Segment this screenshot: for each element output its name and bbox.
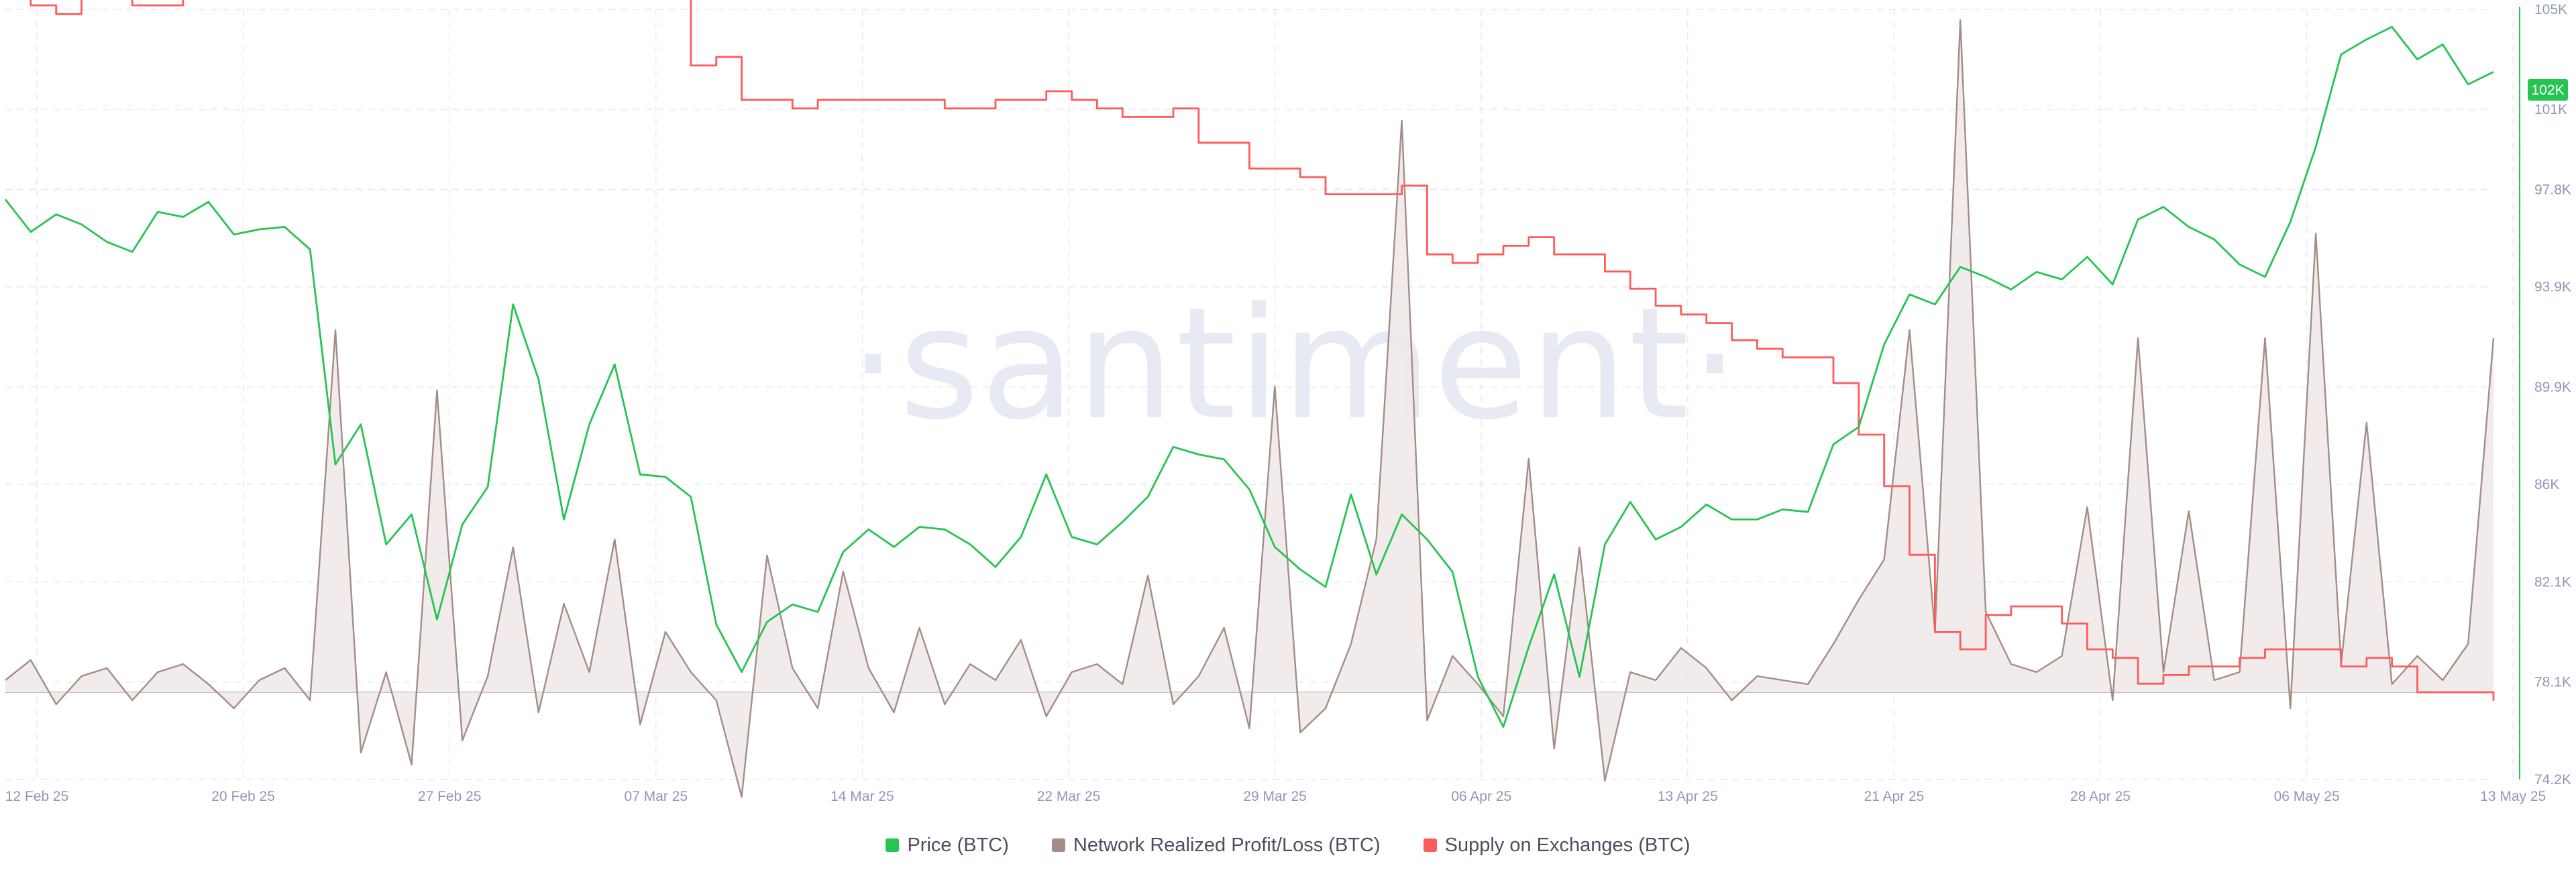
legend-swatch-network-realized-profit-loss xyxy=(1051,838,1065,852)
x-tick-label: 27 Feb 25 xyxy=(418,789,482,804)
x-tick-label: 07 Mar 25 xyxy=(625,789,688,804)
x-tick-label: 20 Feb 25 xyxy=(211,789,275,804)
y-tick-label: 82.1K xyxy=(2534,575,2571,590)
y-tick-label: 78.1K xyxy=(2534,675,2571,690)
x-tick-label: 28 Apr 25 xyxy=(2070,789,2131,804)
legend: Price (BTC) Network Realized Profit/Loss… xyxy=(0,830,2576,860)
x-tick-label: 06 May 25 xyxy=(2274,789,2340,804)
y-axis-ticks: 74.2K 78.1K 82.1K 86K 89.9K 93.9K 97.8K 101K 105… xyxy=(2534,2,2571,787)
series-line-network-realized-profit-loss xyxy=(5,19,2495,798)
legend-swatch-supply-on-exchanges xyxy=(1423,838,1437,852)
legend-item-supply-on-exchanges[interactable]: Supply on Exchanges (BTC) xyxy=(1423,834,1690,857)
x-tick-label: 21 Apr 25 xyxy=(1864,789,1924,804)
legend-item-network-realized-profit-loss[interactable]: Network Realized Profit/Loss (BTC) xyxy=(1051,834,1381,857)
y-tick-label: 74.2K xyxy=(2534,772,2571,787)
x-tick-label: 06 Apr 25 xyxy=(1451,789,1511,804)
x-tick-label: 29 Mar 25 xyxy=(1243,789,1307,804)
x-tick-label: 13 Apr 25 xyxy=(1658,789,1718,804)
y-tick-label: 93.9K xyxy=(2534,280,2571,295)
legend-label-supply-on-exchanges: Supply on Exchanges (BTC) xyxy=(1444,834,1690,856)
x-tick-label: 13 May 25 xyxy=(2480,789,2546,804)
y-tick-label: 86K xyxy=(2534,477,2559,492)
watermark: ·santiment· xyxy=(849,275,1741,454)
legend-swatch-price xyxy=(885,838,900,852)
y-tick-label: 101K xyxy=(2534,102,2567,117)
current-price-badge: 102K xyxy=(2531,83,2564,98)
y-tick-label: 105K xyxy=(2534,2,2567,17)
x-tick-label: 14 Mar 25 xyxy=(830,789,894,804)
legend-label-price: Price (BTC) xyxy=(907,834,1009,856)
y-tick-label: 89.9K xyxy=(2534,380,2571,395)
x-tick-label: 12 Feb 25 xyxy=(5,789,69,804)
legend-item-price[interactable]: Price (BTC) xyxy=(885,834,1009,857)
x-tick-label: 22 Mar 25 xyxy=(1037,789,1101,804)
series-line-supply-on-exchanges xyxy=(30,0,2495,701)
series-area-network-realized-profit-loss xyxy=(5,20,2493,797)
x-axis-ticks: 12 Feb 25 20 Feb 25 27 Feb 25 07 Mar 25 14 M… xyxy=(5,789,2546,804)
series-line-price xyxy=(4,25,2494,728)
y-tick-label: 97.8K xyxy=(2534,182,2571,197)
current-price-marker: 102K xyxy=(2528,79,2568,101)
legend-label-network-realized-profit-loss: Network Realized Profit/Loss (BTC) xyxy=(1073,834,1381,856)
